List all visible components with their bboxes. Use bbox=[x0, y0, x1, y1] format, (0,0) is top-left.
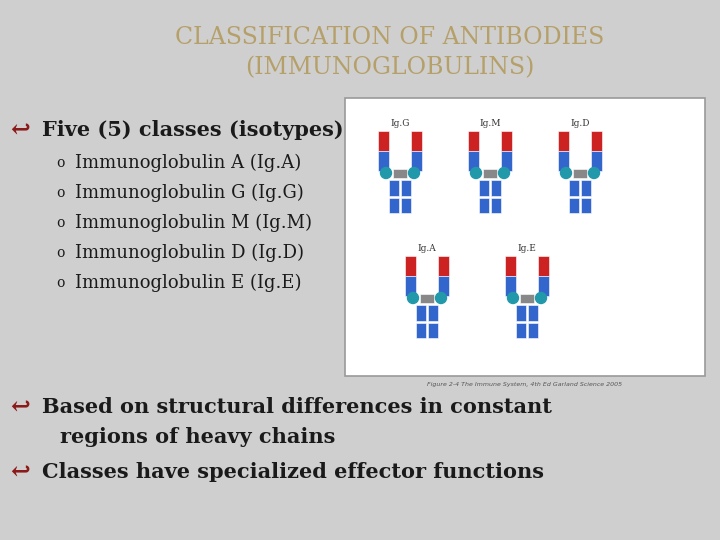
Bar bbox=[505, 276, 516, 296]
Bar bbox=[389, 180, 399, 196]
Bar bbox=[468, 131, 479, 151]
Text: Immunoglobulin D (Ig.D): Immunoglobulin D (Ig.D) bbox=[75, 244, 304, 262]
Bar bbox=[558, 151, 569, 171]
Text: Ig.G: Ig.G bbox=[390, 119, 410, 128]
Bar bbox=[491, 198, 501, 213]
Circle shape bbox=[498, 167, 510, 179]
Bar bbox=[479, 180, 489, 196]
FancyBboxPatch shape bbox=[345, 98, 705, 376]
Text: Ig.A: Ig.A bbox=[418, 244, 436, 253]
Text: o: o bbox=[56, 186, 64, 200]
Circle shape bbox=[408, 293, 418, 303]
Bar bbox=[591, 151, 602, 171]
Bar bbox=[581, 198, 591, 213]
Bar bbox=[505, 256, 516, 276]
Text: o: o bbox=[56, 276, 64, 290]
Circle shape bbox=[408, 167, 420, 179]
Circle shape bbox=[508, 293, 518, 303]
Bar bbox=[501, 131, 512, 151]
Bar bbox=[591, 131, 602, 151]
Circle shape bbox=[380, 167, 392, 179]
Bar bbox=[438, 256, 449, 276]
Bar bbox=[401, 198, 411, 213]
Text: o: o bbox=[56, 216, 64, 230]
Bar bbox=[538, 276, 549, 296]
Bar bbox=[479, 198, 489, 213]
Bar bbox=[491, 180, 501, 196]
Text: Ig.D: Ig.D bbox=[570, 119, 590, 128]
Text: Figure 2-4 The Immune System, 4th Ed Garland Science 2005: Figure 2-4 The Immune System, 4th Ed Gar… bbox=[428, 382, 623, 387]
Bar bbox=[468, 151, 479, 171]
Text: Immunoglobulin A (Ig.A): Immunoglobulin A (Ig.A) bbox=[75, 154, 301, 172]
Text: Immunoglobulin G (Ig.G): Immunoglobulin G (Ig.G) bbox=[75, 184, 304, 202]
Bar bbox=[516, 305, 526, 321]
Circle shape bbox=[560, 167, 572, 179]
Bar bbox=[569, 180, 579, 196]
Bar bbox=[378, 131, 389, 151]
Text: o: o bbox=[56, 246, 64, 260]
Bar bbox=[378, 151, 389, 171]
Circle shape bbox=[470, 167, 482, 179]
Text: Based on structural differences in constant: Based on structural differences in const… bbox=[42, 397, 552, 417]
Bar bbox=[416, 323, 426, 338]
Bar bbox=[411, 151, 422, 171]
Text: o: o bbox=[56, 156, 64, 170]
Text: (IMMUNOGLOBULINS): (IMMUNOGLOBULINS) bbox=[246, 57, 535, 79]
Bar bbox=[428, 323, 438, 338]
Bar bbox=[393, 169, 407, 178]
Text: regions of heavy chains: regions of heavy chains bbox=[60, 427, 336, 447]
Bar bbox=[416, 305, 426, 321]
Circle shape bbox=[536, 293, 546, 303]
Bar bbox=[420, 294, 434, 303]
Bar bbox=[569, 198, 579, 213]
Text: Immunoglobulin E (Ig.E): Immunoglobulin E (Ig.E) bbox=[75, 274, 302, 292]
Bar bbox=[520, 294, 534, 303]
Bar bbox=[501, 151, 512, 171]
Bar bbox=[428, 305, 438, 321]
Bar bbox=[411, 131, 422, 151]
Text: Ig.E: Ig.E bbox=[518, 244, 536, 253]
Text: ↩: ↩ bbox=[10, 395, 30, 419]
Bar bbox=[573, 169, 587, 178]
Bar bbox=[401, 180, 411, 196]
Bar bbox=[405, 276, 416, 296]
Circle shape bbox=[436, 293, 446, 303]
Text: Five (5) classes (isotypes): Five (5) classes (isotypes) bbox=[42, 120, 343, 140]
Text: Ig.M: Ig.M bbox=[480, 119, 500, 128]
Bar bbox=[483, 169, 497, 178]
Bar bbox=[389, 198, 399, 213]
Text: CLASSIFICATION OF ANTIBODIES: CLASSIFICATION OF ANTIBODIES bbox=[175, 26, 605, 50]
Bar bbox=[405, 256, 416, 276]
Bar bbox=[558, 131, 569, 151]
Bar bbox=[581, 180, 591, 196]
Bar bbox=[516, 323, 526, 338]
Text: Classes have specialized effector functions: Classes have specialized effector functi… bbox=[42, 462, 544, 482]
Circle shape bbox=[588, 167, 600, 179]
Bar bbox=[528, 305, 538, 321]
Text: ↩: ↩ bbox=[10, 460, 30, 484]
Bar bbox=[528, 323, 538, 338]
Bar bbox=[538, 256, 549, 276]
Bar bbox=[438, 276, 449, 296]
Text: Immunoglobulin M (Ig.M): Immunoglobulin M (Ig.M) bbox=[75, 214, 312, 232]
Text: ↩: ↩ bbox=[10, 118, 30, 142]
